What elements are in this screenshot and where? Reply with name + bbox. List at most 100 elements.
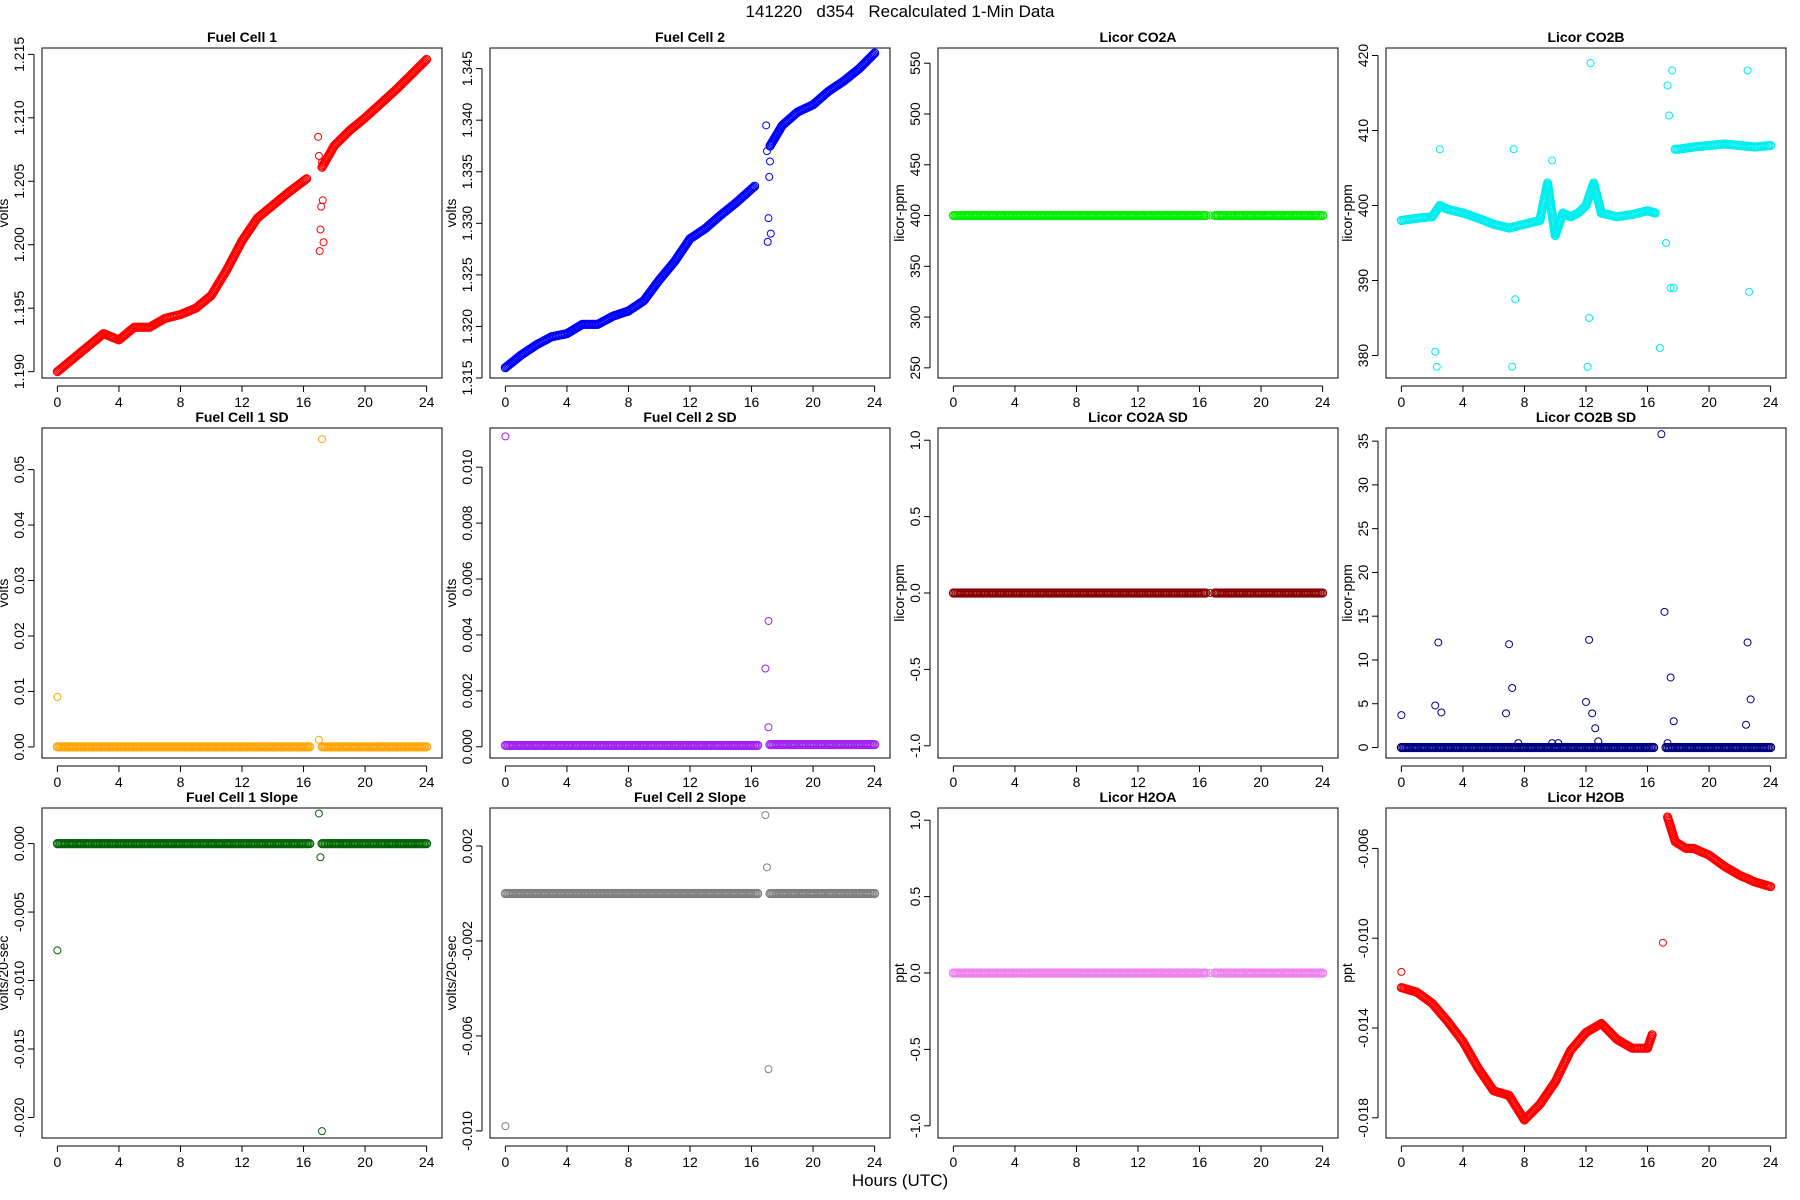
series-1 (52, 174, 312, 377)
x-tick-label: 0 (949, 774, 957, 790)
outlier-points (53, 435, 326, 744)
y-tick-label: 0.0 (907, 583, 923, 603)
panel-6: Fuel Cell 2 SD volts 0 4 8 12 16 20 24 0.000 0.002… (443, 409, 891, 790)
y-tick-label: -0.006 (459, 1016, 475, 1056)
outlier-point (1588, 709, 1597, 718)
data-point (1766, 881, 1776, 892)
x-tick-label: 20 (805, 394, 821, 410)
data-point (870, 739, 880, 750)
x-tick-label: 0 (53, 1154, 61, 1170)
x-tick-label: 16 (296, 1154, 312, 1170)
x-tick-label: 0 (1397, 774, 1405, 790)
y-tick-label: 0.002 (459, 828, 475, 863)
y-tick-label: -0.002 (459, 921, 475, 961)
x-tick-label: 4 (1011, 1154, 1019, 1170)
x-tick-label: 0 (501, 774, 509, 790)
y-tick-label: 1.325 (459, 257, 475, 292)
y-tick-label: 1.320 (459, 309, 475, 344)
series-2 (1661, 742, 1776, 753)
outlier-point (766, 229, 775, 238)
outlier-points (1206, 589, 1215, 597)
y-axis-label: volts (0, 199, 11, 228)
outlier-point (1663, 739, 1672, 748)
y-axis-label: volts (0, 579, 11, 608)
y-tick-label: -0.010 (1355, 918, 1371, 958)
series-2 (317, 54, 432, 172)
data-point (305, 839, 315, 849)
y-tick-label: 0.01 (11, 678, 27, 705)
outlier-point (1206, 211, 1215, 220)
data-point (300, 175, 310, 185)
y-tick-label: 410 (1355, 119, 1371, 143)
y-tick-label: -0.020 (11, 1097, 27, 1137)
y-tick-label: 10 (1355, 652, 1371, 668)
x-tick-label: 16 (744, 774, 760, 790)
outlier-points (1206, 211, 1215, 220)
plot-frame (41, 47, 443, 379)
x-tick-label: 16 (744, 394, 760, 410)
series-2 (317, 839, 432, 849)
outlier-points (1206, 969, 1215, 977)
x-tick-label: 16 (1192, 774, 1208, 790)
x-tick-label: 24 (419, 1154, 435, 1170)
x-tick-label: 24 (1763, 394, 1779, 410)
outlier-point (761, 664, 770, 673)
x-tick-label: 24 (419, 774, 435, 790)
x-tick-label: 24 (419, 394, 435, 410)
outlier-point (1743, 66, 1752, 75)
outlier-point (1743, 638, 1752, 647)
data-point (1766, 742, 1776, 753)
y-tick-label: 450 (907, 153, 923, 177)
outlier-point (1508, 683, 1517, 692)
y-tick-label: 0.5 (907, 887, 923, 907)
panel-title: Fuel Cell 1 SD (195, 409, 288, 425)
series-1 (500, 181, 760, 373)
x-tick-label: 4 (115, 774, 123, 790)
outlier-point (1206, 969, 1215, 977)
outlier-point (318, 196, 327, 205)
outlier-point (1583, 362, 1592, 371)
outlier-points (1431, 59, 1754, 371)
data-point (753, 888, 763, 899)
x-tick-label: 16 (1640, 774, 1656, 790)
outlier-point (1514, 739, 1523, 748)
y-tick-label: 1.205 (11, 164, 27, 199)
outlier-point (1508, 362, 1517, 371)
outlier-point (1431, 701, 1440, 710)
panel-title: Fuel Cell 2 Slope (634, 789, 746, 805)
y-axis-label: volts (443, 199, 459, 228)
y-axis-label: volts/20-sec (0, 936, 11, 1011)
data-point (1318, 968, 1328, 978)
x-tick-label: 20 (1701, 774, 1717, 790)
outlier-point (314, 132, 323, 141)
y-tick-label: 0.0 (907, 963, 923, 983)
data-point (1647, 1030, 1657, 1040)
y-tick-label: 400 (1355, 194, 1371, 218)
y-tick-label: 1.215 (11, 37, 27, 72)
panel-11: Licor H2OA ppt 0 4 8 12 16 20 24 -1.0 -0.5 0.0 0.5 1.… (891, 789, 1339, 1170)
y-tick-label: 0.010 (459, 449, 475, 484)
y-tick-label: 500 (907, 102, 923, 126)
y-tick-label: 5 (1355, 700, 1371, 708)
panel-title: Licor CO2A SD (1088, 409, 1188, 425)
data-point (305, 742, 315, 752)
y-tick-label: 400 (907, 204, 923, 228)
x-tick-label: 20 (805, 1154, 821, 1170)
x-tick-label: 12 (1130, 1154, 1146, 1170)
outlier-points (501, 811, 773, 1131)
y-tick-label: 1.0 (907, 430, 923, 450)
data-point (750, 181, 760, 191)
outlier-point (1206, 589, 1215, 597)
x-tick-label: 12 (234, 394, 250, 410)
x-tick-label: 20 (357, 1154, 373, 1170)
outlier-points (1397, 430, 1755, 748)
data-point (422, 54, 432, 65)
outlier-point (53, 946, 62, 955)
x-tick-label: 16 (744, 1154, 760, 1170)
x-tick-label: 12 (1578, 1154, 1594, 1170)
y-tick-label: 1.330 (459, 206, 475, 241)
x-tick-label: 24 (1315, 394, 1331, 410)
outlier-points (53, 809, 326, 1136)
x-tick-label: 4 (1011, 394, 1019, 410)
